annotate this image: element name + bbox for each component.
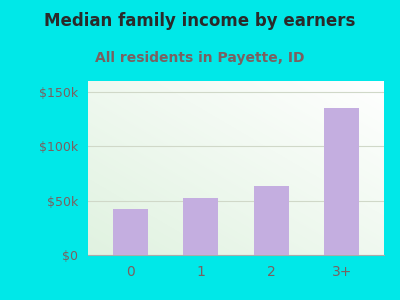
Bar (183, 199, 218, 255)
Text: All residents in Payette, ID: All residents in Payette, ID (95, 51, 305, 65)
Bar (113, 209, 148, 255)
Bar (324, 108, 359, 255)
Bar (254, 187, 289, 255)
Text: Median family income by earners: Median family income by earners (44, 12, 356, 30)
